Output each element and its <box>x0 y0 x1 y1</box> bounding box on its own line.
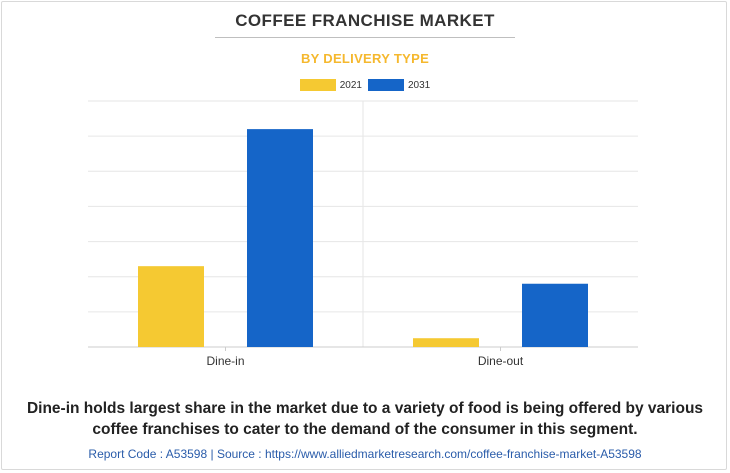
bar-dine-out-2021 <box>413 338 479 347</box>
legend-item-2031: 2031 <box>368 79 430 91</box>
title-divider <box>215 37 515 38</box>
legend-label-2031: 2031 <box>408 79 431 91</box>
bar-chart: Dine-in Dine-out <box>88 100 638 368</box>
bar-dine-out-2031 <box>522 283 588 347</box>
legend-swatch-2021 <box>299 79 336 91</box>
caption-line-2: coffee franchises to cater to the demand… <box>92 421 638 438</box>
chart-title: COFFEE FRANCHISE MARKET <box>235 11 495 30</box>
legend-item-2021: 2021 <box>299 79 362 91</box>
chart-subtitle: BY DELIVERY TYPE <box>300 51 430 66</box>
caption-line-1: Dine-in holds largest share in the marke… <box>26 400 704 417</box>
x-tick-label: Dine-out <box>478 354 524 368</box>
bar-dine-in-2021 <box>138 266 204 347</box>
x-tick-label: Dine-in <box>206 354 244 368</box>
bar-dine-in-2031 <box>247 129 313 347</box>
chart-caption: Dine-in holds largest share in the marke… <box>0 398 730 440</box>
report-source-footer: Report Code : A53598 | Source : https://… <box>88 447 642 461</box>
legend-swatch-2031 <box>368 79 404 91</box>
legend-label-2021: 2021 <box>339 79 362 91</box>
chart-legend: 2021 2031 <box>0 79 730 91</box>
